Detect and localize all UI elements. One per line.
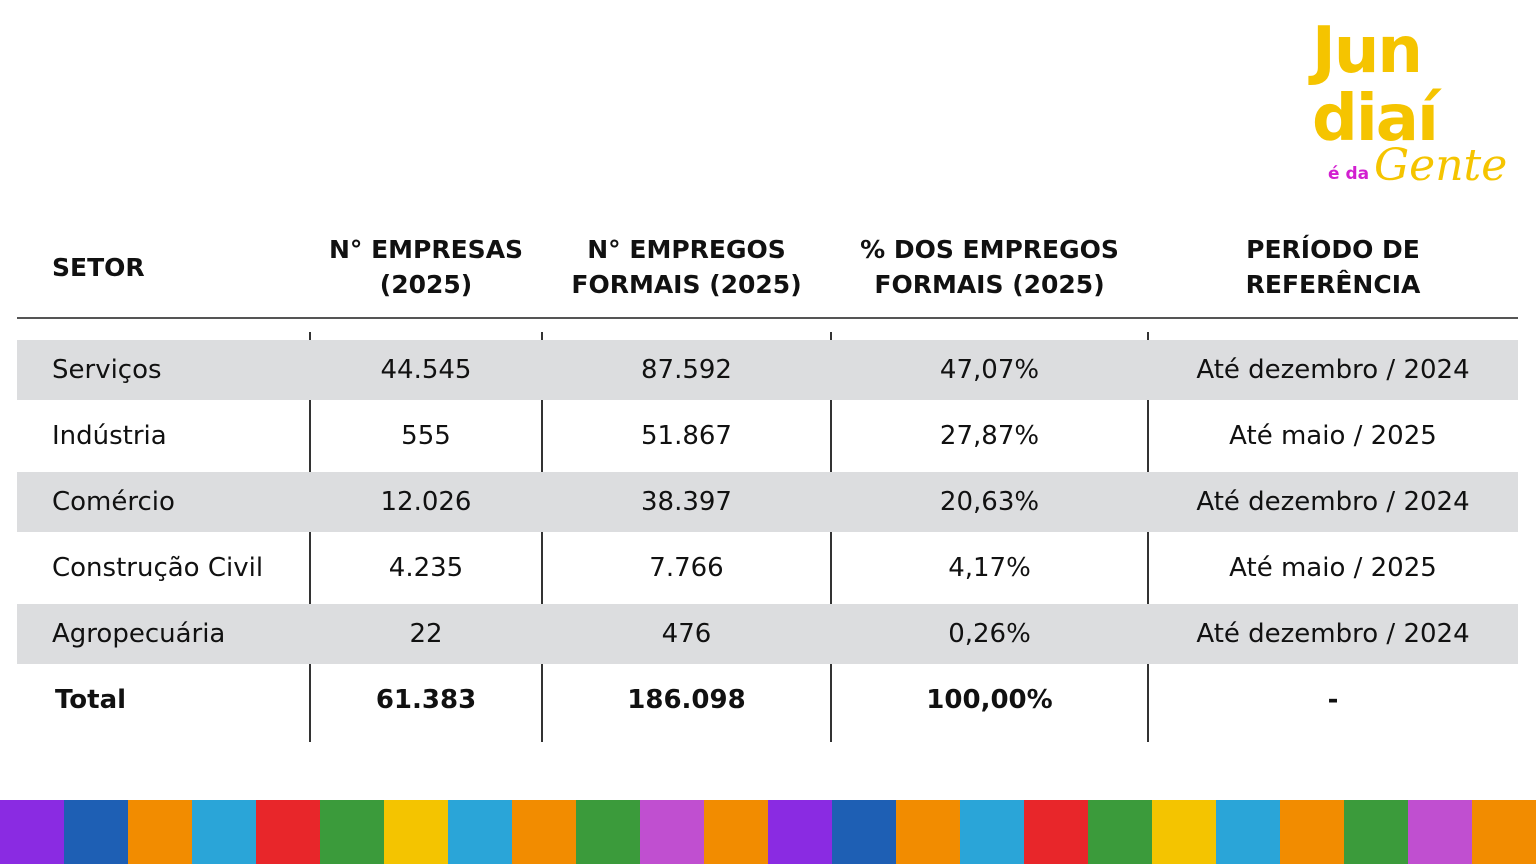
header-cell: % DOS EMPREGOS (860, 235, 1119, 264)
table-cell: 51.867 (641, 421, 732, 451)
column-separator (830, 332, 832, 742)
row-band (17, 340, 1518, 400)
table-cell: Comércio (52, 487, 175, 517)
table-cell: Construção Civil (52, 553, 264, 583)
header-cell: (2025) (379, 270, 473, 299)
header-cell: FORMAIS (2025) (571, 270, 802, 299)
header-cell: REFERÊNCIA (1245, 270, 1421, 299)
table-cell: 476 (661, 619, 712, 649)
logo-line2: diaí (1312, 82, 1439, 156)
table-cell: Indústria (52, 421, 167, 451)
table-cell: 7.766 (649, 553, 724, 583)
table-cell: Agropecuária (52, 619, 226, 649)
row-band (17, 472, 1518, 532)
table-cell: Até dezembro / 2024 (1196, 487, 1470, 517)
header-cell: SETOR (52, 253, 145, 282)
logo-line1: Jun (1312, 14, 1423, 88)
decorative-stripe (0, 800, 1536, 864)
column-separator (541, 332, 543, 742)
table-cell: Até maio / 2025 (1229, 421, 1437, 451)
header-cell: PERÍODO DE (1246, 235, 1420, 264)
table-cell: 4.235 (388, 553, 464, 583)
total-cell: 186.098 (627, 685, 746, 715)
table-cell: 87.592 (641, 355, 732, 385)
table-cell: Serviços (52, 355, 162, 385)
column-separator (309, 332, 311, 742)
total-cell: - (1327, 685, 1339, 715)
column-separator (1147, 332, 1149, 742)
table-cell: Até dezembro / 2024 (1196, 355, 1470, 385)
total-cell: Total (55, 685, 127, 715)
table-cell: 4,17% (948, 553, 1031, 583)
row-band (17, 604, 1518, 664)
table-cell: 22 (409, 619, 443, 649)
table-cell: 555 (401, 421, 451, 451)
header-cell: N° EMPRESAS (328, 235, 524, 264)
table-cell: 20,63% (939, 487, 1040, 517)
table-cell: 44.545 (380, 355, 472, 385)
table-cell: 47,07% (939, 355, 1040, 385)
logo-small: é da (1328, 164, 1370, 184)
header-cell: N° EMPREGOS (587, 235, 786, 264)
header-rule (17, 317, 1518, 319)
table-cell: 12.026 (380, 487, 472, 517)
table-cell: 0,26% (948, 619, 1031, 649)
table-cell: 38.397 (641, 487, 732, 517)
header-cell: FORMAIS (2025) (874, 270, 1105, 299)
table-cell: 27,87% (939, 421, 1040, 451)
table-cell: Até dezembro / 2024 (1196, 619, 1470, 649)
logo-script: Gente (1374, 140, 1508, 191)
table-cell: Até maio / 2025 (1229, 553, 1437, 583)
total-cell: 61.383 (375, 685, 477, 715)
total-cell: 100,00% (926, 685, 1053, 715)
